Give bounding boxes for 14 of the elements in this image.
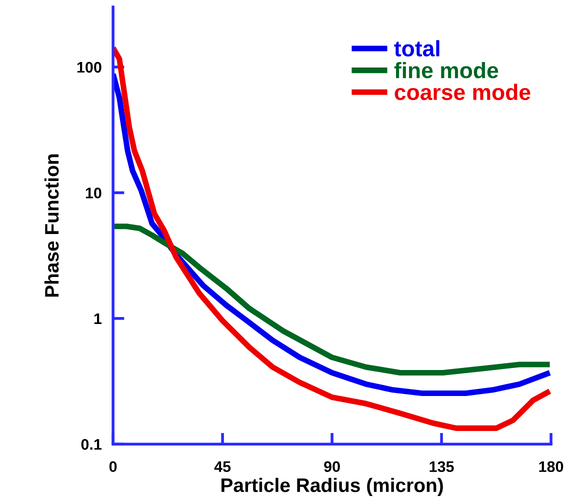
- y-axis-title: Phase Function: [44, 154, 59, 297]
- legend-label: total: [394, 40, 440, 56]
- y-tick-label: 10: [86, 188, 102, 198]
- x-tick-label: 45: [214, 461, 231, 472]
- y-tick-label: 100: [77, 62, 102, 73]
- x-tick-label: 90: [324, 461, 340, 472]
- x-tick-label: 135: [430, 461, 454, 472]
- x-axis-title: Particle Radius (micron): [222, 478, 443, 496]
- legend-label: fine mode: [394, 62, 498, 78]
- x-tick-label: 0: [109, 461, 117, 472]
- y-tick-label: 0.1: [81, 439, 102, 450]
- legend-label: coarse mode: [394, 84, 530, 100]
- x-tick-label: 180: [539, 461, 564, 472]
- y-tick-label: 1: [94, 313, 102, 324]
